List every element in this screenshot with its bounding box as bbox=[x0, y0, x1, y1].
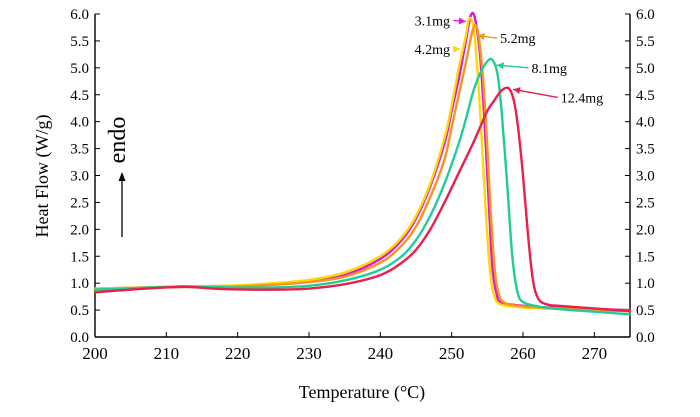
series-layer bbox=[93, 11, 632, 316]
label-layer: 3.1mg 4.2mg 5.2mg 8.1mg 12.4mg bbox=[415, 14, 604, 106]
series-label-arrowhead-8.1mg bbox=[496, 62, 504, 70]
y-tick-left-label: 3.0 bbox=[70, 169, 89, 185]
y-tick-right-label: 2.5 bbox=[636, 195, 655, 211]
series-label-3.1mg: 3.1mg bbox=[415, 14, 450, 29]
y-tick-left-label: 1.5 bbox=[70, 249, 89, 265]
endo-arrow-head bbox=[118, 172, 126, 181]
x-ticks: 200 210 220 230 240 250 260 270 bbox=[82, 332, 607, 363]
x-tick-label: 210 bbox=[154, 344, 180, 363]
series-label-arrow-12.4mg bbox=[512, 88, 558, 99]
y-tick-left-label: 2.5 bbox=[70, 195, 89, 211]
x-tick-label: 260 bbox=[510, 344, 536, 363]
series-line-4.2mg bbox=[93, 16, 632, 313]
x-tick-label: 220 bbox=[225, 344, 251, 363]
y-ticks-left: 0.0 0.5 1.0 1.5 2.0 2.5 3.0 3.5 4.0 4.5 5.0 5.5 6.0 bbox=[70, 7, 100, 346]
endo-label: endo bbox=[105, 117, 131, 164]
x-tick-label: 270 bbox=[582, 344, 608, 363]
y-tick-right-label: 0.0 bbox=[636, 330, 655, 346]
x-tick-label: 250 bbox=[439, 344, 465, 363]
y-axis-title: Heat Flow (W/g) bbox=[32, 115, 53, 238]
y-ticks-right: 0.0 0.5 1.0 1.5 2.0 2.5 3.0 3.5 4.0 4.5 5.0 5.5 6.0 bbox=[625, 7, 655, 346]
series-label-5.2mg: 5.2mg bbox=[500, 32, 535, 47]
y-tick-left-label: 5.0 bbox=[70, 61, 89, 77]
series-line-8.1mg bbox=[93, 57, 632, 316]
y-tick-right-label: 1.0 bbox=[636, 276, 655, 292]
y-tick-left-label: 4.5 bbox=[70, 88, 89, 104]
series-line-12.4mg bbox=[93, 86, 632, 313]
series-label-8.1mg: 8.1mg bbox=[532, 62, 567, 77]
x-axis-title: Temperature (°C) bbox=[299, 382, 425, 403]
y-tick-right-label: 4.0 bbox=[636, 115, 655, 131]
endo-annotation: endo bbox=[105, 117, 131, 237]
y-tick-left-label: 0.5 bbox=[70, 303, 89, 319]
x-tick-label: 230 bbox=[296, 344, 322, 363]
y-tick-right-label: 5.0 bbox=[636, 61, 655, 77]
x-tick-label: 200 bbox=[82, 344, 108, 363]
y-tick-right-label: 4.5 bbox=[636, 88, 655, 104]
y-tick-left-label: 2.0 bbox=[70, 222, 89, 238]
y-tick-right-label: 6.0 bbox=[636, 7, 655, 23]
x-tick-label: 240 bbox=[368, 344, 394, 363]
series-label-arrowhead-12.4mg bbox=[513, 87, 521, 95]
y-tick-left-label: 5.5 bbox=[70, 34, 89, 50]
series-label-arrowhead-3.1mg bbox=[458, 17, 466, 25]
y-tick-left-label: 0.0 bbox=[70, 330, 89, 346]
series-line-5.2mg bbox=[93, 23, 632, 313]
y-tick-right-label: 3.5 bbox=[636, 142, 655, 158]
series-label-12.4mg: 12.4mg bbox=[561, 91, 603, 106]
series-label-arrowhead-5.2mg bbox=[477, 33, 485, 40]
y-tick-left-label: 3.5 bbox=[70, 142, 89, 158]
y-tick-right-label: 3.0 bbox=[636, 169, 655, 185]
y-tick-left-label: 6.0 bbox=[70, 7, 89, 23]
y-tick-right-label: 1.5 bbox=[636, 249, 655, 265]
y-tick-left-label: 1.0 bbox=[70, 276, 89, 292]
y-tick-left-label: 4.0 bbox=[70, 115, 89, 131]
series-label-arrowhead-4.2mg bbox=[453, 45, 461, 53]
y-tick-right-label: 0.5 bbox=[636, 303, 655, 319]
y-tick-right-label: 2.0 bbox=[636, 222, 655, 238]
series-label-4.2mg: 4.2mg bbox=[415, 43, 450, 58]
y-tick-right-label: 5.5 bbox=[636, 34, 655, 50]
